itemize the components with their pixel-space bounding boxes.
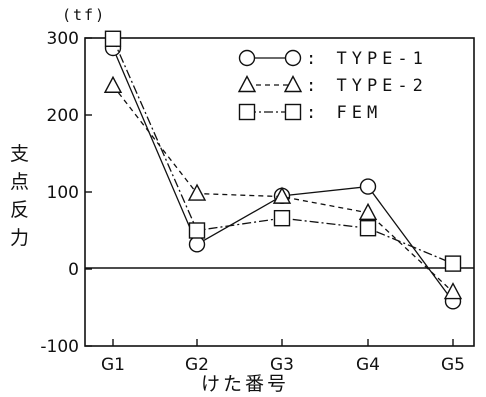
legend-label: : FEM (306, 103, 382, 123)
legend-marker (284, 49, 302, 67)
x-tick-label: G1 (101, 355, 125, 375)
y-tick-label: -100 (40, 337, 79, 357)
x-axis-title: けた番号 (201, 373, 289, 395)
x-tick-label: G4 (356, 355, 380, 375)
y-unit-label: (tf) (62, 6, 106, 24)
series-square (104, 30, 462, 272)
y-axis-title-char-2: 点 (10, 171, 29, 193)
data-point (188, 236, 206, 253)
x-tick-label: G2 (185, 355, 209, 375)
legend-marker (238, 103, 256, 121)
data-point (188, 222, 206, 239)
legend-label: : TYPE-1 (306, 49, 428, 69)
y-tick-label: 100 (47, 183, 79, 203)
y-tick-label: 300 (47, 29, 79, 49)
x-axis: G1 G2 G3 G4 G5 (101, 339, 465, 375)
y-tick-label: 0 (68, 260, 79, 280)
series-layer (103, 30, 463, 310)
data-point (359, 178, 377, 195)
y-axis-title-char-3: 反 (10, 199, 29, 221)
y-axis: -100 0 100 200 300 (40, 29, 92, 357)
data-point (358, 202, 378, 220)
series-line (112, 85, 454, 293)
legend-label: : TYPE-2 (306, 76, 428, 96)
data-point (443, 282, 463, 300)
data-point (273, 209, 291, 227)
legend: : TYPE-1 : TYPE-2 : FEM (237, 49, 428, 123)
x-tick-label: G5 (441, 355, 465, 375)
data-point (187, 183, 207, 201)
y-axis-title-char-1: 支 (10, 143, 29, 165)
data-point (444, 255, 462, 272)
legend-marker (238, 49, 256, 67)
data-point (272, 186, 292, 204)
y-tick-label: 200 (47, 106, 79, 126)
x-tick-label: G3 (270, 355, 294, 375)
data-point (359, 219, 377, 237)
series-triangle (103, 75, 463, 300)
data-point (104, 30, 122, 47)
legend-marker (284, 103, 302, 121)
y-axis-title-char-4: 力 (10, 227, 29, 249)
legend-marker (283, 75, 303, 93)
data-point (103, 75, 123, 93)
legend-marker (237, 75, 257, 93)
